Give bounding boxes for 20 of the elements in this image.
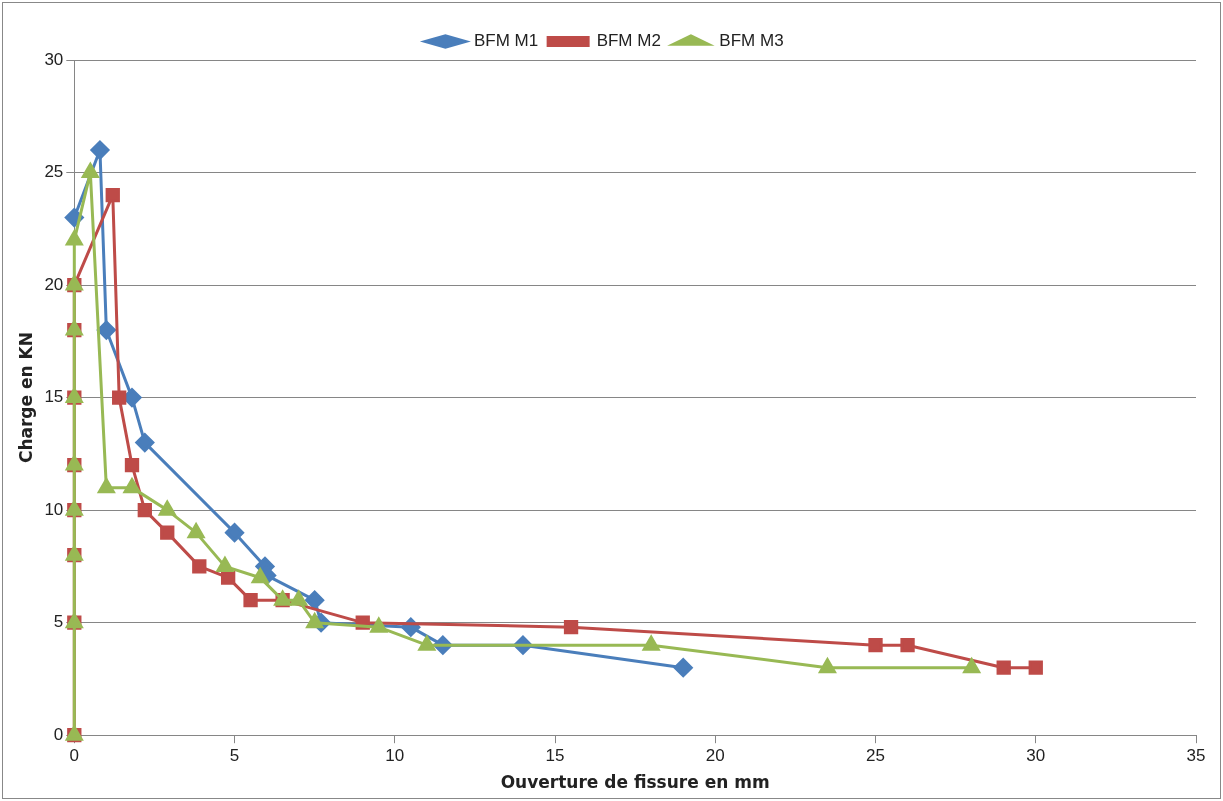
y-tick-label: 25	[44, 162, 64, 182]
y-tick-label: 15	[44, 387, 64, 407]
legend-label: BFM M1	[473, 31, 539, 51]
y-tick-label: 0	[53, 724, 64, 744]
y-axis-title: Charge en KN	[15, 332, 36, 464]
x-tick-label: 15	[545, 746, 565, 766]
x-axis-title: Ouverture de fissure en mm	[500, 772, 770, 793]
y-tick-label: 30	[44, 49, 64, 69]
x-tick-label: 25	[866, 746, 885, 766]
y-tick-label: 10	[44, 499, 64, 519]
y-tick-label: 20	[44, 274, 64, 294]
y-tick-label: 5	[53, 612, 64, 632]
legend-label: BFM M3	[719, 31, 784, 51]
x-tick-label: 35	[1186, 746, 1206, 766]
x-tick-label: 10	[385, 746, 405, 766]
x-tick-label: 20	[705, 746, 725, 766]
legend-label: BFM M2	[596, 31, 661, 51]
x-tick-label: 0	[69, 746, 80, 766]
x-tick-label: 30	[1026, 746, 1046, 766]
x-tick-label: 5	[229, 746, 240, 766]
